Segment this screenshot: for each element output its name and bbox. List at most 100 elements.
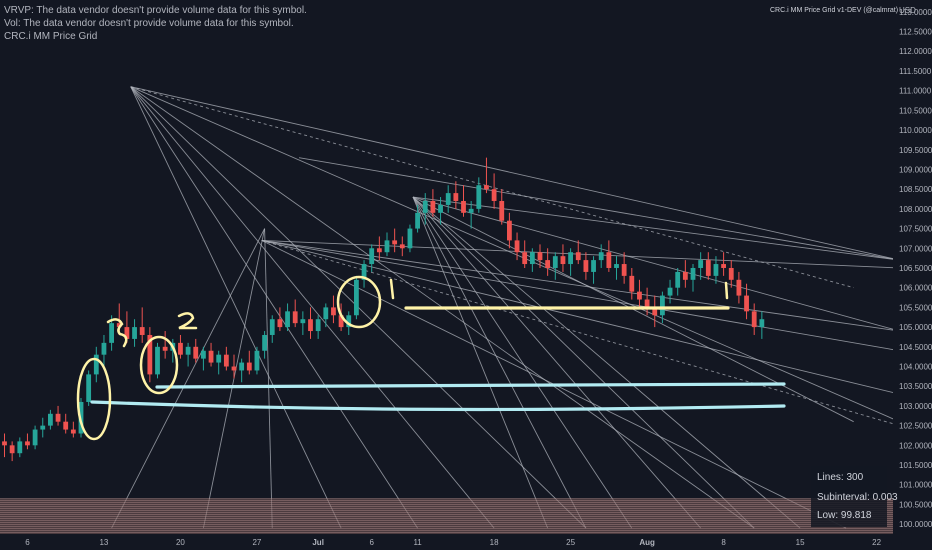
candle-body bbox=[93, 354, 99, 375]
price-grid-info-box: Lines: 300 Subinterval: 0.003 Low: 99.81… bbox=[811, 466, 898, 527]
price-tick-label: 109.0000 bbox=[899, 165, 932, 174]
candle-body bbox=[116, 323, 122, 328]
candle-body bbox=[262, 334, 267, 351]
time-tick-label: 22 bbox=[872, 538, 881, 547]
candle-body bbox=[32, 429, 38, 446]
candle-body bbox=[690, 267, 696, 280]
vrvp-legend-text[interactable]: VRVP: The data vendor doesn't provide vo… bbox=[4, 5, 307, 16]
fan-line bbox=[130, 86, 342, 529]
vol-legend-text[interactable]: Vol: The data vendor doesn't provide vol… bbox=[4, 18, 294, 29]
candle-body bbox=[384, 240, 390, 253]
candle-body bbox=[751, 311, 757, 328]
candle-body bbox=[629, 275, 635, 292]
handwritten-1-mark-a bbox=[389, 278, 395, 300]
candle-body bbox=[614, 264, 619, 268]
candle-body bbox=[354, 279, 359, 316]
price-tick-label: 100.5000 bbox=[899, 500, 932, 509]
time-axis-background bbox=[0, 534, 932, 550]
candle-body bbox=[598, 252, 604, 261]
cyan-support-line-upper[interactable] bbox=[155, 382, 786, 389]
price-axis[interactable]: 100.0000 100.5000 101.0000 101.5000 102.0000… bbox=[893, 0, 932, 550]
price-tick-label: 104.0000 bbox=[899, 363, 932, 372]
candle-body bbox=[185, 346, 191, 355]
candle-body bbox=[132, 327, 137, 339]
candle-body bbox=[193, 346, 199, 359]
fan-line bbox=[412, 196, 633, 529]
candle-body bbox=[545, 260, 551, 268]
candle-body bbox=[499, 200, 505, 221]
price-tick-label: 111.0000 bbox=[899, 87, 932, 96]
price-tick-label: 110.0000 bbox=[899, 126, 932, 135]
handwritten-2-mark bbox=[177, 312, 198, 330]
time-tick-label: 6 bbox=[25, 538, 30, 547]
candle-body bbox=[491, 189, 497, 201]
candle-body bbox=[17, 441, 23, 454]
candle-body bbox=[155, 346, 160, 375]
price-tick-label: 112.0000 bbox=[899, 47, 932, 56]
candle-body bbox=[208, 350, 214, 363]
time-tick-label: 25 bbox=[566, 538, 575, 547]
candle-body bbox=[698, 260, 704, 268]
candle-body bbox=[682, 271, 688, 280]
candle-body bbox=[728, 267, 734, 280]
candle-body bbox=[70, 429, 76, 434]
candle-body bbox=[606, 252, 612, 268]
candle-body bbox=[667, 287, 673, 296]
candle-body bbox=[55, 413, 61, 422]
price-tick-label: 108.5000 bbox=[899, 185, 932, 194]
candle-body bbox=[392, 240, 398, 245]
candle-body bbox=[315, 319, 321, 332]
candle-body bbox=[537, 252, 543, 261]
candle-body bbox=[484, 185, 489, 190]
candle-body bbox=[529, 252, 535, 265]
candle-body bbox=[292, 311, 298, 324]
candle-body bbox=[438, 204, 443, 213]
candle-body bbox=[759, 319, 765, 328]
candle-body bbox=[124, 327, 130, 339]
fan-line bbox=[261, 239, 900, 352]
candle-body bbox=[308, 319, 313, 332]
time-axis[interactable]: 6 13 20 27 Jul 6 11 18 25 Aug 8 15 22 bbox=[0, 534, 932, 550]
price-tick-label: 106.0000 bbox=[899, 284, 932, 293]
candle-body bbox=[139, 327, 145, 335]
indicator-watermark: CRC.i MM Price Grid v1-DEV (@calmrat) bbox=[770, 7, 899, 14]
cyan-support-line-lower[interactable] bbox=[90, 400, 786, 412]
fan-line bbox=[412, 196, 701, 529]
low-price-text: Low: 99.818 bbox=[817, 510, 872, 521]
price-tick-label: 113.0000 bbox=[899, 8, 932, 17]
candle-body bbox=[445, 193, 451, 205]
candle-body bbox=[147, 334, 153, 375]
candle-body bbox=[254, 350, 260, 371]
candle-body bbox=[25, 441, 30, 446]
candle-body bbox=[644, 299, 650, 308]
candle-body bbox=[675, 271, 681, 288]
time-tick-label: Jul bbox=[312, 538, 324, 547]
candle-body bbox=[86, 374, 92, 402]
candle-body bbox=[231, 366, 237, 371]
candle-body bbox=[522, 252, 528, 265]
fan-line bbox=[264, 228, 273, 529]
circle-annotation-3[interactable] bbox=[336, 275, 382, 329]
circle-annotation-2[interactable] bbox=[139, 335, 179, 395]
candle-body bbox=[652, 307, 658, 316]
price-tick-label: 104.5000 bbox=[899, 343, 932, 352]
time-tick-label: 27 bbox=[252, 538, 261, 547]
price-grid-legend-text[interactable]: CRC.i MM Price Grid bbox=[4, 31, 98, 42]
price-tick-label: 100.0000 bbox=[899, 520, 932, 529]
fan-line bbox=[130, 86, 495, 529]
candle-body bbox=[48, 413, 53, 426]
candle-body bbox=[575, 252, 581, 261]
circle-annotation-1[interactable] bbox=[76, 357, 112, 441]
handwritten-3-mark bbox=[106, 318, 128, 348]
fan-line bbox=[412, 196, 900, 332]
candle-body bbox=[346, 315, 352, 328]
candle-body bbox=[637, 291, 642, 300]
candle-body bbox=[331, 307, 336, 316]
candle-body bbox=[453, 193, 459, 201]
fan-line-dashed bbox=[130, 86, 854, 289]
fan-line-dashed bbox=[261, 239, 900, 427]
candle-body bbox=[361, 264, 367, 280]
